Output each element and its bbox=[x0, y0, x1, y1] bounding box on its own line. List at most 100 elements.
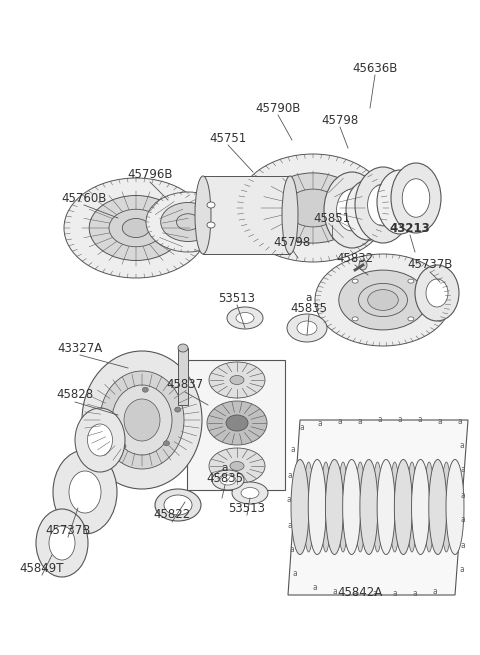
Bar bbox=[203, 176, 290, 254]
Ellipse shape bbox=[230, 375, 244, 384]
Ellipse shape bbox=[377, 460, 395, 555]
Text: a: a bbox=[432, 586, 437, 595]
Ellipse shape bbox=[391, 163, 441, 233]
Text: 45798: 45798 bbox=[322, 113, 359, 126]
Text: a: a bbox=[461, 491, 466, 500]
Ellipse shape bbox=[100, 371, 184, 469]
Ellipse shape bbox=[392, 191, 408, 213]
Text: 45751: 45751 bbox=[209, 132, 247, 145]
Ellipse shape bbox=[407, 462, 417, 552]
Ellipse shape bbox=[287, 314, 327, 342]
Ellipse shape bbox=[324, 172, 380, 248]
Polygon shape bbox=[288, 420, 468, 595]
Text: 53513: 53513 bbox=[218, 291, 255, 305]
Ellipse shape bbox=[408, 279, 414, 283]
Ellipse shape bbox=[232, 482, 268, 504]
Bar bbox=[187, 360, 285, 490]
Text: 43327A: 43327A bbox=[58, 341, 103, 354]
Ellipse shape bbox=[360, 460, 378, 555]
Ellipse shape bbox=[155, 489, 201, 521]
Text: a: a bbox=[358, 417, 362, 426]
Ellipse shape bbox=[124, 399, 160, 441]
Text: 45760B: 45760B bbox=[61, 191, 107, 204]
Ellipse shape bbox=[338, 462, 348, 552]
Ellipse shape bbox=[426, 279, 448, 307]
Text: 45832: 45832 bbox=[336, 252, 373, 265]
Ellipse shape bbox=[226, 415, 248, 431]
Ellipse shape bbox=[359, 260, 367, 270]
Text: 45796B: 45796B bbox=[127, 168, 173, 181]
Text: 53513: 53513 bbox=[228, 502, 265, 514]
Ellipse shape bbox=[355, 462, 365, 552]
Ellipse shape bbox=[207, 202, 215, 208]
Ellipse shape bbox=[355, 167, 411, 243]
Ellipse shape bbox=[377, 170, 423, 234]
Ellipse shape bbox=[360, 200, 376, 221]
Ellipse shape bbox=[209, 362, 265, 398]
Text: a: a bbox=[288, 521, 292, 529]
Text: 45737B: 45737B bbox=[408, 259, 453, 272]
Ellipse shape bbox=[87, 424, 112, 456]
Text: a: a bbox=[333, 588, 337, 597]
Ellipse shape bbox=[339, 270, 427, 330]
Text: 45835: 45835 bbox=[290, 301, 327, 314]
Ellipse shape bbox=[195, 176, 211, 254]
Ellipse shape bbox=[49, 526, 75, 560]
Ellipse shape bbox=[177, 214, 200, 231]
Ellipse shape bbox=[325, 460, 344, 555]
Text: a: a bbox=[288, 470, 292, 479]
Ellipse shape bbox=[89, 195, 183, 261]
Text: 45835: 45835 bbox=[206, 472, 243, 485]
Ellipse shape bbox=[175, 407, 180, 412]
Ellipse shape bbox=[297, 321, 317, 335]
Ellipse shape bbox=[287, 189, 340, 227]
Ellipse shape bbox=[343, 460, 360, 555]
Text: a: a bbox=[461, 515, 466, 525]
Text: a: a bbox=[372, 590, 377, 599]
Ellipse shape bbox=[402, 179, 430, 217]
Text: 45828: 45828 bbox=[57, 388, 94, 402]
Ellipse shape bbox=[237, 154, 389, 262]
Text: a: a bbox=[306, 293, 312, 303]
Ellipse shape bbox=[227, 307, 263, 329]
Ellipse shape bbox=[102, 409, 108, 415]
Bar bbox=[178, 348, 188, 405]
Ellipse shape bbox=[395, 460, 412, 555]
Text: a: a bbox=[393, 590, 397, 599]
Text: a: a bbox=[457, 417, 462, 426]
Ellipse shape bbox=[336, 189, 367, 231]
Text: 45849T: 45849T bbox=[20, 561, 64, 574]
Text: 45851: 45851 bbox=[313, 212, 350, 225]
Text: 45842A: 45842A bbox=[337, 586, 383, 599]
Text: a: a bbox=[461, 540, 466, 550]
Ellipse shape bbox=[178, 344, 188, 352]
Ellipse shape bbox=[109, 209, 163, 247]
Ellipse shape bbox=[229, 417, 244, 428]
Ellipse shape bbox=[442, 462, 451, 552]
Text: a: a bbox=[318, 419, 323, 428]
Ellipse shape bbox=[53, 450, 117, 534]
Ellipse shape bbox=[241, 487, 259, 498]
Ellipse shape bbox=[368, 184, 398, 226]
Text: 45790B: 45790B bbox=[255, 102, 300, 115]
Ellipse shape bbox=[408, 317, 414, 321]
Ellipse shape bbox=[82, 351, 202, 489]
Ellipse shape bbox=[291, 460, 309, 555]
Text: 43213: 43213 bbox=[390, 221, 431, 234]
Ellipse shape bbox=[161, 202, 216, 242]
Text: a: a bbox=[289, 546, 294, 555]
Ellipse shape bbox=[209, 448, 265, 484]
Ellipse shape bbox=[207, 222, 215, 228]
Ellipse shape bbox=[308, 460, 326, 555]
Ellipse shape bbox=[122, 219, 150, 238]
Ellipse shape bbox=[359, 284, 408, 316]
Ellipse shape bbox=[220, 475, 236, 485]
Ellipse shape bbox=[120, 444, 126, 449]
Text: 45737B: 45737B bbox=[45, 523, 91, 536]
Text: a: a bbox=[418, 415, 422, 424]
Text: a: a bbox=[461, 466, 466, 474]
Ellipse shape bbox=[163, 441, 169, 446]
Text: a: a bbox=[460, 441, 464, 449]
Ellipse shape bbox=[446, 460, 464, 555]
Ellipse shape bbox=[69, 471, 101, 513]
